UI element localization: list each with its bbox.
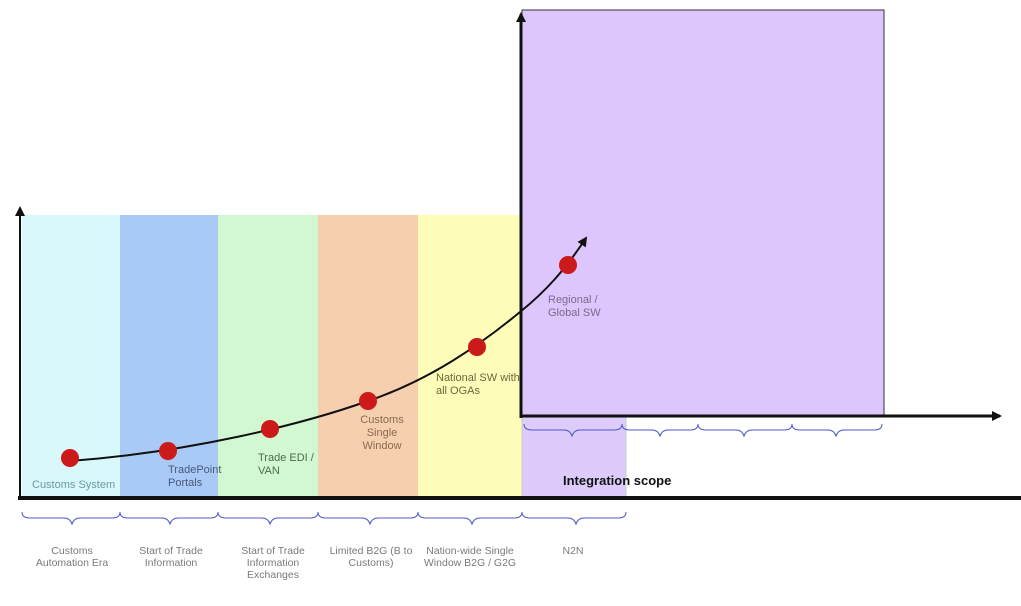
secondary-brace-4	[791, 423, 883, 438]
expansion-region	[521, 9, 885, 416]
era-label-5: Nation-wide Single Window B2G / G2G	[423, 545, 517, 569]
era-label-2: Start of Trade Information	[139, 545, 203, 569]
era-band-3	[218, 215, 318, 498]
era-brace-5	[417, 511, 523, 526]
era-braces	[21, 511, 627, 526]
era-brace-3	[217, 511, 319, 526]
era-brace-1	[21, 511, 121, 526]
secondary-brace-2	[621, 423, 699, 438]
integration-scope-label: Integration scope	[563, 473, 672, 488]
milestone-customs-system	[61, 449, 79, 467]
milestone-customs-single-window	[359, 392, 377, 410]
era-brace-2	[119, 511, 219, 526]
milestone-tradepoint	[159, 442, 177, 460]
milestone-label-national-sw: National SW with all OGAs	[436, 372, 520, 397]
milestone-label-regional-sw: Regional / Global SW	[548, 294, 601, 319]
milestone-national-sw	[468, 338, 486, 356]
era-brace-6	[521, 511, 627, 526]
era-brace-4	[317, 511, 419, 526]
secondary-brace-1	[523, 423, 623, 438]
milestone-regional-sw	[559, 256, 577, 274]
growth-curve	[69, 236, 588, 462]
milestone-label-tradepoint: TradePoint Portals	[168, 464, 222, 489]
era-label-6: N2N	[562, 545, 584, 557]
era-label-3: Start of Trade Information Exchanges	[241, 545, 305, 581]
milestone-label-customs-single-window: Customs Single Window	[360, 414, 404, 452]
milestone-label-trade-edi: Trade EDI / VAN	[258, 452, 314, 477]
secondary-brace-3	[697, 423, 793, 438]
milestone-label-customs-system: Customs System	[32, 479, 116, 491]
secondary-braces	[523, 423, 883, 438]
era-label-4: Limited B2G (B to Customs)	[329, 545, 413, 569]
era-label-1: Customs Automation Era	[35, 545, 109, 569]
milestone-trade-edi	[261, 420, 279, 438]
era-band-4	[318, 215, 418, 498]
era-band-5	[418, 215, 522, 498]
